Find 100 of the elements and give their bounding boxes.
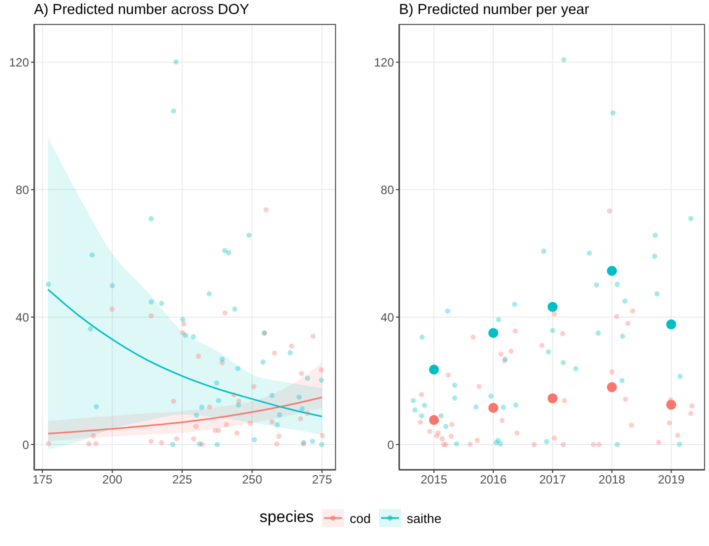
- point: [148, 313, 154, 318]
- point: [88, 326, 94, 332]
- point: [488, 328, 498, 338]
- point: [688, 410, 694, 416]
- point: [573, 366, 578, 372]
- point: [214, 442, 220, 448]
- point: [666, 400, 676, 410]
- point: [310, 334, 316, 339]
- point: [590, 442, 596, 448]
- point: [500, 418, 505, 423]
- point: [274, 422, 280, 428]
- point: [622, 298, 628, 304]
- point: [560, 360, 566, 366]
- point: [310, 438, 316, 444]
- x-tick-label: 2015: [420, 472, 448, 487]
- point: [216, 428, 222, 434]
- point: [224, 422, 229, 428]
- point: [454, 441, 460, 446]
- point: [148, 299, 154, 304]
- point: [234, 430, 240, 436]
- point: [552, 311, 557, 316]
- point: [93, 440, 99, 446]
- point: [46, 440, 52, 446]
- point: [562, 398, 568, 404]
- point: [614, 442, 620, 448]
- legend-label: cod: [350, 510, 371, 526]
- point: [652, 254, 658, 259]
- point: [191, 436, 196, 442]
- point: [596, 330, 601, 336]
- point: [181, 321, 186, 326]
- point: [226, 250, 232, 256]
- point: [508, 348, 514, 354]
- point: [170, 108, 176, 114]
- point: [470, 334, 476, 340]
- point: [666, 420, 672, 426]
- point: [449, 422, 454, 428]
- point: [427, 428, 432, 434]
- point: [476, 384, 482, 390]
- point: [606, 208, 612, 214]
- y-tick-label: 120: [8, 55, 30, 70]
- point: [304, 376, 310, 381]
- point: [428, 414, 439, 425]
- point: [688, 216, 694, 222]
- chart-title: B) Predicted number per year: [399, 2, 590, 18]
- point: [438, 413, 444, 418]
- x-tick-label: 175: [32, 472, 53, 487]
- point: [296, 394, 302, 400]
- x-tick-label: 275: [312, 472, 332, 487]
- point: [594, 282, 600, 288]
- point: [548, 393, 558, 404]
- point: [418, 413, 424, 418]
- legend-title: species: [260, 509, 314, 527]
- point: [236, 402, 242, 408]
- point: [474, 438, 480, 443]
- point: [190, 334, 196, 340]
- point: [158, 300, 164, 306]
- point: [318, 367, 324, 373]
- point: [276, 434, 282, 439]
- point: [586, 250, 592, 256]
- point: [199, 404, 204, 410]
- point: [428, 364, 439, 375]
- point: [676, 442, 682, 447]
- point: [488, 402, 498, 413]
- point: [272, 350, 278, 356]
- point: [207, 404, 212, 410]
- point: [174, 436, 180, 442]
- point: [412, 407, 418, 412]
- point: [418, 392, 424, 398]
- point: [452, 382, 458, 388]
- point: [448, 434, 454, 439]
- point: [619, 378, 625, 384]
- point: [46, 282, 51, 287]
- point: [194, 412, 200, 418]
- point: [232, 306, 238, 312]
- line-series: [47, 288, 323, 418]
- x-tick-label: 2017: [539, 472, 566, 487]
- point: [498, 441, 504, 446]
- point: [675, 432, 680, 438]
- point: [269, 392, 275, 398]
- point: [276, 412, 282, 418]
- point: [196, 441, 202, 446]
- y-tick-label: 120: [374, 55, 394, 70]
- point: [170, 442, 176, 448]
- x-tick-label: 225: [172, 472, 193, 487]
- point: [298, 416, 304, 422]
- point: [231, 392, 237, 398]
- point: [654, 291, 660, 296]
- point: [410, 398, 416, 404]
- point: [532, 442, 537, 448]
- point: [609, 369, 614, 374]
- point: [500, 404, 506, 410]
- point: [496, 317, 502, 322]
- x-tick-label: 250: [242, 472, 262, 487]
- point: [318, 378, 324, 383]
- point: [443, 424, 448, 429]
- point: [452, 395, 458, 401]
- legend-label: saithe: [406, 510, 442, 526]
- y-tick-label: 40: [380, 310, 394, 324]
- x-tick-label: 200: [102, 472, 123, 487]
- point: [689, 403, 695, 409]
